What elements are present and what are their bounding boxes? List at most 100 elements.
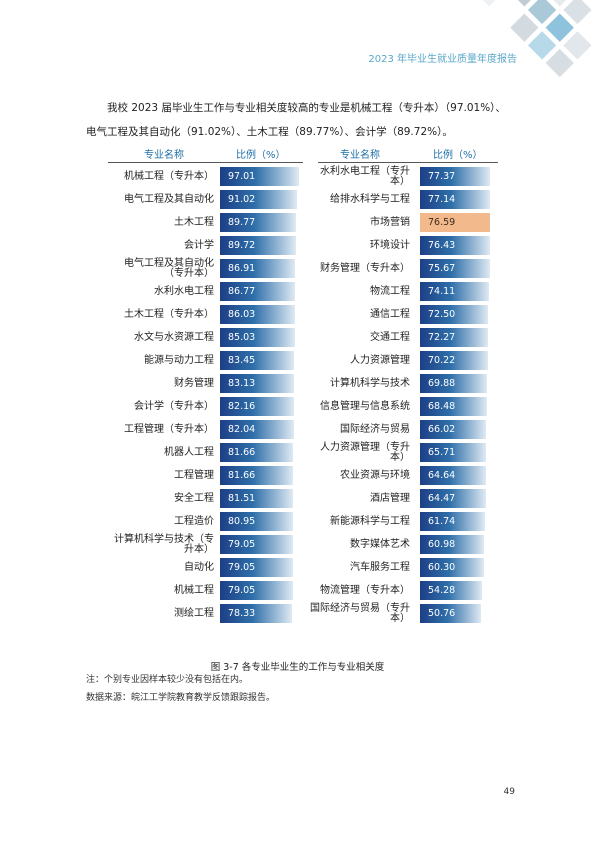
ratio-bar [220,466,294,485]
ratio-bar [420,190,490,209]
table-row: 水文与水资源工程 85.03 [108,326,300,349]
major-name: 交通工程 [370,331,410,343]
table-row: 电气工程及其自动化 91.02 [108,188,300,211]
ratio-value: 85.03 [228,332,256,343]
major-name: 电气工程及其自动化 [124,193,214,205]
ratio-bar [420,535,485,554]
major-name: 工程管理（专升本） [124,423,214,435]
header-ratio-left: 比例（%） [236,150,286,161]
relevance-table-left: 机械工程（专升本） 97.01 电气工程及其自动化 91.02 土木工程 89.77 会计学… [108,165,303,625]
header-rule-right [318,162,498,163]
ratio-bar [220,397,294,416]
ratio-value: 79.05 [228,585,256,596]
ratio-bar [220,443,294,462]
major-name: 水利水电工程（专升本） [320,165,410,187]
major-name: 环境设计 [370,239,410,251]
ratio-bar [420,374,488,393]
ratio-value: 61.74 [428,516,456,527]
major-name: 会计学（专升本） [134,400,214,412]
ratio-bar [420,213,490,232]
major-name: 电气工程及其自动化（专升本） [124,257,214,279]
ratio-bar [220,420,294,439]
major-name: 农业资源与环境 [340,469,410,481]
table-row: 计算机科学与技术（专升本） 79.05 [108,533,300,556]
ratio-value: 89.72 [228,240,256,251]
table-row: 机械工程 79.05 [108,579,300,602]
major-name: 土木工程（专升本） [124,308,214,320]
report-header-title: 2023 年毕业生就业质量年度报告 [368,54,517,65]
table-row: 环境设计 76.43 [310,234,498,257]
ratio-value: 72.27 [428,332,456,343]
ratio-value: 50.76 [428,608,456,619]
relevance-table-right: 水利水电工程（专升本） 77.37 给排水科学与工程 77.14 市场营销 76.59 环境… [310,165,500,625]
note-line: 注：个别专业因样本较少没有包括在内。 [86,675,249,685]
table-row: 安全工程 81.51 [108,487,300,510]
ratio-value: 76.43 [428,240,456,251]
ratio-value: 78.33 [228,608,256,619]
major-name: 国际经济与贸易 [340,423,410,435]
ratio-bar [220,351,294,370]
ratio-bar [220,489,294,508]
ratio-bar [220,213,297,232]
ratio-bar [420,558,485,577]
ratio-value: 81.66 [228,470,256,481]
table-row: 汽车服务工程 60.30 [310,556,498,579]
ratio-bar [420,167,491,186]
table-row: 市场营销 76.59 [310,211,498,234]
table-row: 机器人工程 81.66 [108,441,300,464]
ratio-value: 64.64 [428,470,456,481]
table-row: 土木工程 89.77 [108,211,300,234]
major-name: 酒店管理 [370,492,410,504]
ratio-bar [420,489,486,508]
ratio-value: 60.30 [428,562,456,573]
ratio-bar [420,604,481,623]
ratio-bar [420,259,490,278]
ratio-bar [420,282,489,301]
table-row: 机械工程（专升本） 97.01 [108,165,300,188]
table-row: 信息管理与信息系统 68.48 [310,395,498,418]
major-name: 水利水电工程 [154,285,214,297]
intro-paragraph: 我校 2023 届毕业生工作与专业相关度较高的专业是机械工程（专升本）（97.0… [86,102,506,138]
header-name-right: 专业名称 [340,150,380,161]
ratio-bar [220,328,295,347]
ratio-value: 91.02 [228,194,256,205]
ratio-bar [420,305,489,324]
major-name: 测绘工程 [174,607,214,619]
ratio-bar [420,328,489,347]
major-name: 自动化 [184,561,214,573]
major-name: 工程管理 [174,469,214,481]
table-row: 农业资源与环境 64.64 [310,464,498,487]
table-row: 水利水电工程 86.77 [108,280,300,303]
ratio-bar [220,190,297,209]
major-name: 人力资源管理 [350,354,410,366]
ratio-bar [220,259,296,278]
ratio-value: 74.11 [428,286,456,297]
major-name: 安全工程 [174,492,214,504]
major-name: 财务管理 [174,377,214,389]
ratio-value: 81.51 [228,493,256,504]
ratio-value: 86.91 [228,263,256,274]
table-row: 物流管理（专升本） 54.28 [310,579,498,602]
source-line: 数据来源：皖江工学院教育教学反馈跟踪报告。 [86,693,276,703]
table-row: 财务管理 83.13 [108,372,300,395]
ratio-value: 77.14 [428,194,456,205]
ratio-value: 79.05 [228,562,256,573]
major-name: 工程造价 [174,515,214,527]
header-name-left: 专业名称 [144,150,184,161]
ratio-value: 83.13 [228,378,256,389]
ratio-bar [220,558,293,577]
ratio-bar [220,282,296,301]
table-row: 工程造价 80.95 [108,510,300,533]
major-name: 物流管理（专升本） [320,584,410,596]
ratio-bar [220,604,293,623]
major-name: 能源与动力工程 [144,354,214,366]
ratio-value: 82.16 [228,401,256,412]
ratio-value: 69.88 [428,378,456,389]
major-name: 计算机科学与技术 [330,377,410,389]
ratio-bar [220,305,295,324]
ratio-bar [420,420,487,439]
ratio-bar [220,581,293,600]
header-rule-left [108,162,303,163]
ratio-value: 68.48 [428,401,456,412]
major-name: 计算机科学与技术（专升本） [114,533,214,555]
